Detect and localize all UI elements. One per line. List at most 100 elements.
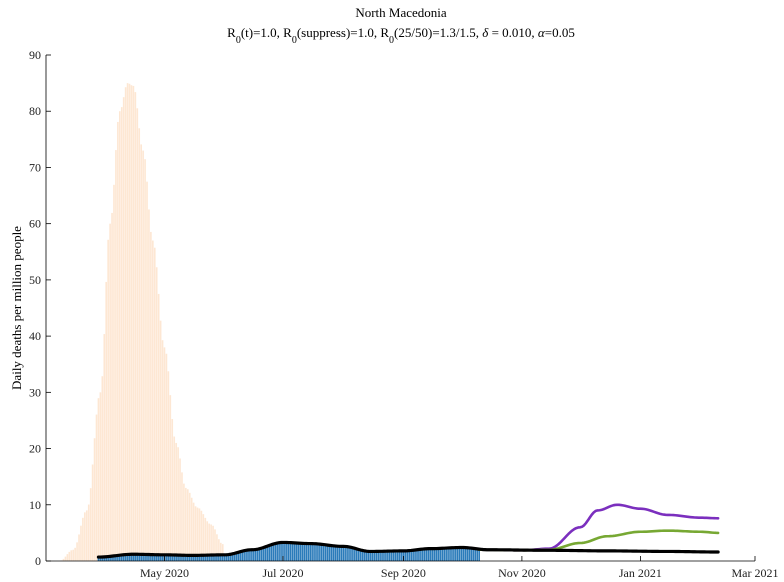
bar [179, 458, 181, 561]
bar [436, 549, 438, 561]
bar [142, 151, 144, 561]
bar [321, 544, 323, 561]
chart-title: North Macedonia [355, 5, 447, 20]
bar [113, 185, 115, 561]
bar [135, 92, 137, 561]
bar [467, 548, 469, 561]
bar [286, 541, 288, 561]
bar [315, 543, 317, 561]
bar [251, 550, 253, 561]
bar [354, 548, 356, 561]
bar [319, 544, 321, 561]
bar [111, 213, 113, 561]
bar [255, 549, 257, 561]
bar [100, 392, 102, 561]
y-tick-label: 80 [29, 104, 41, 118]
bar [84, 512, 86, 561]
bar [463, 548, 465, 561]
bar [325, 545, 327, 561]
bar [473, 548, 475, 561]
bar [148, 209, 150, 561]
bar [144, 159, 146, 561]
bar [187, 489, 189, 561]
subtitle-alpha: 0.05 [552, 25, 575, 40]
bar [78, 534, 80, 561]
bar [461, 548, 463, 561]
bar [65, 557, 67, 561]
bar [430, 549, 432, 561]
x-tick-label: Jan 2021 [619, 566, 662, 580]
bar [352, 548, 354, 561]
bar [329, 545, 331, 561]
bar [150, 232, 152, 561]
bar [98, 398, 100, 561]
bar [76, 542, 78, 561]
y-tick-label: 30 [29, 385, 41, 399]
bar [276, 542, 278, 561]
bar [127, 83, 129, 561]
bar [346, 547, 348, 561]
bar [300, 543, 302, 561]
x-tick-label: Jul 2020 [262, 566, 303, 580]
bar [125, 87, 127, 561]
bar [115, 150, 117, 561]
bar [197, 508, 199, 561]
bar [119, 111, 121, 561]
bar [201, 511, 203, 561]
bar [170, 395, 172, 561]
bar [313, 543, 315, 561]
x-tick-label: Nov 2020 [498, 566, 546, 580]
bar [80, 526, 82, 561]
bar [123, 97, 125, 561]
bar [195, 506, 197, 561]
bar [158, 294, 160, 561]
bar [292, 542, 294, 561]
bar [117, 122, 119, 561]
bar [146, 182, 148, 561]
bar [459, 548, 461, 561]
bar [469, 548, 471, 561]
bar [323, 544, 325, 561]
bar [253, 550, 255, 561]
bar [129, 84, 131, 561]
bar [290, 542, 292, 561]
x-tick-label: Mar 2021 [732, 566, 779, 580]
bar [284, 541, 286, 561]
bar [183, 484, 185, 561]
bar [109, 224, 111, 561]
bar [173, 437, 175, 561]
bar [131, 85, 133, 561]
bar [121, 107, 123, 561]
bar [103, 334, 105, 561]
series-line-3 [479, 531, 718, 551]
bar [181, 472, 183, 561]
bar [432, 549, 434, 561]
bar [453, 548, 455, 561]
bar [70, 550, 72, 561]
bar [156, 267, 158, 561]
bar [426, 549, 428, 561]
bar [92, 465, 94, 562]
bar [348, 547, 350, 561]
bar [455, 548, 457, 561]
bar [327, 545, 329, 561]
bar [177, 447, 179, 561]
y-tick-label: 0 [35, 554, 41, 568]
bar [422, 549, 424, 561]
bar [443, 548, 445, 561]
y-tick-label: 20 [29, 442, 41, 456]
bar [86, 510, 88, 561]
bar [441, 548, 443, 561]
bar [304, 543, 306, 561]
bar [298, 542, 300, 561]
y-tick-label: 60 [29, 217, 41, 231]
bar [337, 546, 339, 561]
bar [424, 549, 426, 561]
bar [168, 371, 170, 561]
bar [138, 128, 140, 561]
bar [307, 543, 309, 561]
bar [136, 108, 138, 561]
bar [193, 503, 195, 561]
